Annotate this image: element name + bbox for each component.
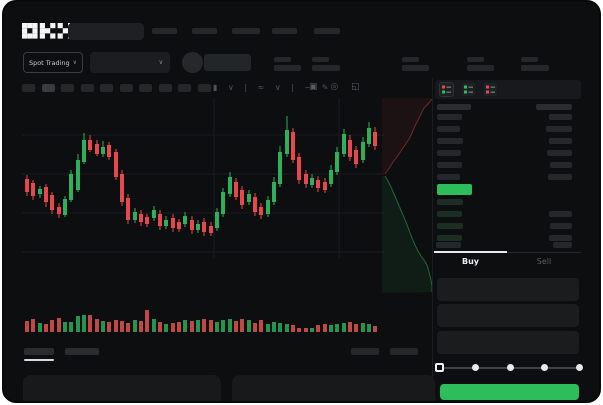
order-input[interactable] [437, 278, 579, 301]
book-asks-view-icon[interactable] [484, 83, 497, 96]
orderbook-toolbar [435, 80, 581, 99]
order-input[interactable] [437, 331, 579, 354]
nav-item[interactable] [152, 28, 177, 34]
bottom-tab[interactable] [24, 348, 54, 355]
okx-logo[interactable] [22, 23, 70, 39]
timeframe-tab[interactable] [80, 84, 94, 92]
nav-item[interactable] [272, 28, 297, 34]
stat-label [312, 57, 329, 62]
timeframe-tab[interactable] [178, 84, 191, 92]
ask-row-price[interactable] [437, 150, 461, 156]
stat-value [521, 65, 549, 71]
stat-value [274, 65, 301, 71]
chart-settings-icons[interactable]: ▣ ◎ ◱ [309, 82, 365, 92]
panel-divider [432, 78, 433, 401]
bottom-action[interactable] [351, 348, 379, 355]
bid-row-price[interactable] [437, 235, 462, 241]
book-split-view-icon[interactable] [439, 82, 454, 97]
stat-label [274, 57, 291, 62]
orderbook-footer-bar [553, 242, 572, 248]
timeframe-tab[interactable] [139, 84, 152, 92]
chevron-down-icon: ∨ [72, 59, 78, 66]
stat-label [521, 57, 538, 62]
nav-item[interactable] [314, 28, 340, 34]
bottom-tab[interactable] [65, 348, 99, 355]
last-price-highlight[interactable] [437, 184, 472, 195]
candles-layer [25, 116, 377, 236]
tab-buy[interactable]: Buy [461, 257, 479, 266]
tab-sell[interactable]: Sell [536, 257, 552, 266]
tab-divider [507, 252, 581, 253]
timeframe-tab[interactable] [41, 84, 55, 92]
stat-label [467, 57, 484, 62]
stat-label [402, 57, 419, 62]
buy-tab-indicator [434, 251, 507, 253]
ask-row-price[interactable] [437, 126, 460, 132]
slider-step-dot[interactable] [541, 364, 548, 371]
slider-step-dot[interactable] [575, 364, 583, 371]
stat-value [312, 65, 340, 71]
bid-row-amount[interactable] [549, 235, 572, 241]
volume-layer [25, 310, 377, 332]
nav-item[interactable] [192, 28, 217, 34]
depth-chart[interactable] [382, 98, 433, 293]
chart-tools-icons[interactable]: ▮ ∨ | ≈ ∨ | ~ ✎ [213, 83, 333, 92]
timeframe-tab[interactable] [61, 84, 74, 92]
orderbook-col-header [437, 104, 471, 110]
bid-row-price[interactable] [437, 223, 463, 229]
candlestick-chart[interactable] [22, 98, 384, 338]
header-action-button[interactable] [204, 54, 251, 71]
slider-handle[interactable] [435, 363, 444, 372]
slider-step-dot[interactable] [472, 364, 479, 371]
orderbook-col-header [536, 104, 572, 110]
bid-row-amount[interactable] [550, 223, 572, 229]
search-input[interactable] [68, 23, 144, 40]
nav-item[interactable] [232, 28, 260, 34]
coin-avatar [182, 52, 203, 73]
orderbook-footer-bar [436, 242, 461, 248]
bottom-tab-indicator [24, 359, 54, 361]
stat-value [467, 65, 494, 71]
stat-value [402, 65, 429, 71]
ask-row-amount[interactable] [546, 126, 572, 132]
market-type-dropdown[interactable]: Spot Trading ∨ [23, 52, 83, 73]
timeframe-tab[interactable] [100, 84, 113, 92]
bid-row-amount[interactable] [549, 211, 572, 217]
bid-row-price[interactable] [437, 211, 462, 217]
ask-row-amount[interactable] [547, 150, 572, 156]
order-input[interactable] [437, 304, 579, 327]
ask-row-price[interactable] [437, 162, 462, 168]
timeframe-tab[interactable] [119, 84, 133, 92]
ask-row-amount[interactable] [549, 138, 572, 144]
buy-submit-button[interactable] [440, 384, 579, 400]
timeframe-tab[interactable] [158, 84, 172, 92]
ask-row-amount[interactable] [550, 162, 572, 168]
ask-row-price[interactable] [437, 174, 460, 180]
chevron-down-icon: ∨ [158, 59, 163, 66]
ask-row-price[interactable] [437, 114, 462, 120]
market-type-label: Spot Trading [28, 58, 70, 67]
timeframe-tab[interactable] [197, 84, 211, 92]
book-bids-view-icon[interactable] [462, 83, 475, 96]
ask-row-price[interactable] [437, 138, 463, 144]
bid-row-price[interactable] [437, 199, 463, 205]
timeframe-tab[interactable] [22, 84, 35, 92]
pair-selector-dropdown[interactable]: ∨ [90, 52, 170, 73]
ask-row-amount[interactable] [549, 114, 572, 120]
slider-step-dot[interactable] [506, 364, 514, 371]
bottom-content-panel [23, 375, 221, 401]
ask-row-amount[interactable] [548, 174, 572, 180]
bottom-action[interactable] [390, 348, 418, 355]
bottom-content-panel [232, 375, 435, 401]
